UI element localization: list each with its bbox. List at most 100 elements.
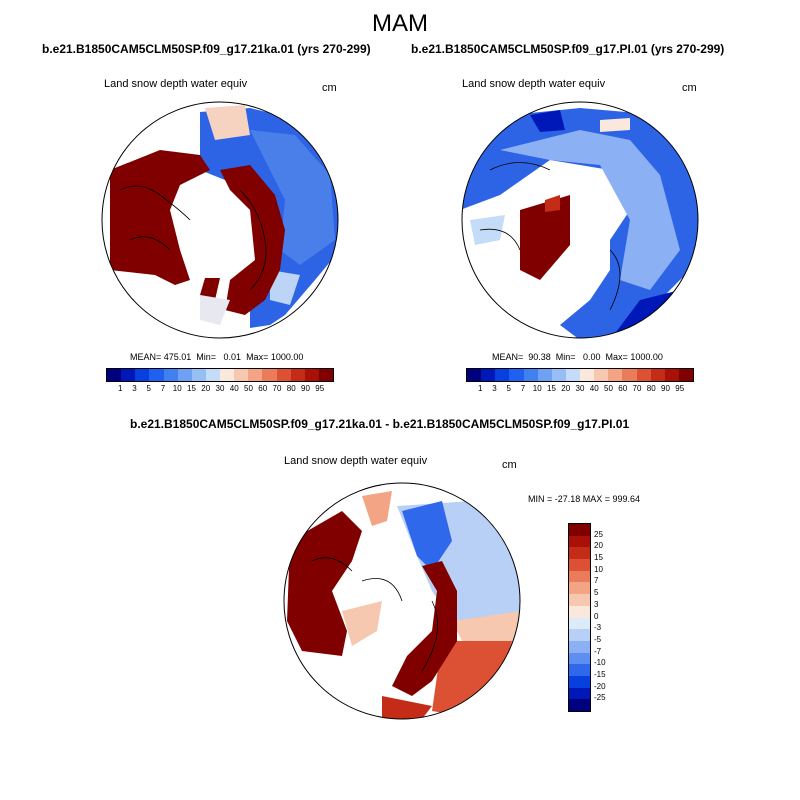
panel-2-colorbar-label: 90 [661, 384, 670, 393]
panel-1-colorbar-swatch [177, 369, 192, 381]
panel-1-colorbar-label: 95 [315, 384, 325, 393]
panel-1-colorbar-swatch [304, 369, 319, 381]
panel-1-colorbar-swatch [318, 369, 333, 381]
panel-1-colorbar-swatch [234, 369, 249, 381]
panel-1-colorbar-label: 70 [272, 384, 282, 393]
panel-3-colorbar-swatch [569, 605, 590, 618]
panel-1-colorbar-label: 15 [187, 384, 196, 393]
panel-3-colorbar-label: 0 [594, 611, 599, 621]
panel-1-title: b.e21.B1850CAM5CLM50SP.f09_g17.21ka.01 (… [42, 42, 371, 56]
panel-1-units: cm [322, 82, 337, 94]
panel-3-colorbar-label: 20 [594, 541, 603, 551]
panel-3-stats: MIN = -27.18 MAX = 999.64 [528, 494, 641, 504]
panel-2-colorbar-swatch [509, 369, 524, 381]
panel-2-colorbar-label: 95 [675, 384, 685, 393]
panel-2-colorbar-label: 1 [478, 384, 483, 393]
panel-1-colorbar [106, 368, 334, 382]
panel-2-colorbar-labels: 1 3 5 7 10 15 20 30 40 50 60 70 80 90 95 [466, 384, 694, 396]
panel-2-units: cm [682, 82, 697, 94]
panel-2-map [461, 101, 699, 339]
panel-2-colorbar-swatch [678, 369, 693, 381]
panel-1-colorbar-label: 1 [118, 384, 123, 393]
panel-3-colorbar-swatch [569, 675, 590, 688]
panel-1-colorbar-swatch [149, 369, 164, 381]
panel-3-colorbar-swatch [569, 524, 590, 536]
panel-1-colorbar-swatch [205, 369, 220, 381]
panel-3-colorbar-swatch [569, 629, 590, 641]
panel-1-colorbar-swatch [121, 369, 136, 381]
panel-1-map [101, 101, 339, 339]
figure-title: MAM [372, 10, 428, 37]
panel-2-colorbar-label: 10 [532, 384, 542, 393]
panel-3-colorbar-label: 25 [594, 529, 603, 539]
panel-2-colorbar-label: 80 [646, 384, 656, 393]
panel-2-colorbar-label: 70 [632, 384, 642, 393]
panel-2-colorbar-swatch [608, 369, 623, 381]
panel-1-colorbar-label: 5 [146, 384, 151, 393]
panel-1-colorbar-label: 7 [160, 384, 166, 393]
panel-2-colorbar-swatch [636, 369, 651, 381]
panel-1-colorbar-label: 50 [244, 384, 253, 393]
panel-2-colorbar-label: 15 [547, 384, 556, 393]
panel-2-colorbar-swatch [481, 369, 496, 381]
panel-1-colorbar-swatch [191, 369, 206, 381]
panel-3-colorbar-label: 7 [594, 576, 599, 586]
panel-3-colorbar-swatch [569, 535, 590, 548]
panel-3-colorbar-swatch [569, 652, 590, 665]
panel-2-colorbar-swatch [565, 369, 580, 381]
panel-2-colorbar [466, 368, 694, 382]
panel-2-variable: Land snow depth water equiv [462, 78, 606, 90]
panel-1-colorbar-label: 3 [132, 384, 137, 393]
panel-3-colorbar-swatch [569, 547, 590, 560]
panel-3-title: b.e21.B1850CAM5CLM50SP.f09_g17.21ka.01 -… [130, 417, 630, 431]
panel-3-variable: Land snow depth water equiv [284, 455, 428, 467]
panel-3-colorbar-swatch [569, 640, 590, 653]
panel-3-colorbar-label: -7 [594, 646, 602, 656]
panel-3-colorbar-label: -10 [594, 658, 606, 668]
panel-2-colorbar-swatch [523, 369, 538, 381]
panel-3-colorbar-label: -15 [594, 669, 606, 679]
panel-2-colorbar-swatch [594, 369, 609, 381]
panel-1-colorbar-labels: 1 3 5 7 10 15 20 30 40 50 60 70 80 90 95 [106, 384, 334, 396]
panel-1-colorbar-swatch [220, 369, 235, 381]
panel-3-colorbar-label: 3 [594, 599, 599, 609]
panel-1-colorbar-label: 10 [172, 384, 182, 393]
panel-3-units: cm [502, 459, 517, 471]
panel-1-colorbar-swatch [290, 369, 305, 381]
panel-2-colorbar-swatch [664, 369, 679, 381]
panel-1-colorbar-label: 60 [258, 384, 268, 393]
panel-3-colorbar-swatch [569, 594, 590, 606]
panel-2-colorbar-swatch [495, 369, 510, 381]
panel-3-colorbar-label: 10 [594, 564, 603, 574]
panel-2-colorbar-swatch [467, 369, 482, 381]
panel-1-colorbar-label: 20 [201, 384, 211, 393]
panel-1-colorbar-swatch [262, 369, 277, 381]
panel-3-colorbar-label: 5 [594, 588, 599, 598]
panel-3-map [283, 482, 521, 720]
panel-2-colorbar-label: 3 [492, 384, 497, 393]
panel-3-colorbar-labels: 25 20 15 10 7 5 3 0 -3 -5 -7 -10 -15 -20 -25 [594, 523, 624, 710]
panel-3-colorbar-label: -3 [594, 623, 602, 633]
panel-1-colorbar-swatch [107, 369, 122, 381]
panel-1-colorbar-swatch [135, 369, 150, 381]
panel-3-colorbar-swatch [569, 617, 590, 630]
panel-2-colorbar-swatch [580, 369, 595, 381]
panel-3-colorbar-swatch [569, 582, 590, 595]
panel-3-colorbar-label: -20 [594, 681, 606, 691]
panel-1-colorbar-swatch [248, 369, 263, 381]
panel-1-colorbar-swatch [163, 369, 178, 381]
panel-3-colorbar-label: -25 [594, 693, 606, 703]
panel-1-stats: MEAN= 475.01 Min= 0.01 Max= 1000.00 [130, 352, 304, 362]
panel-2-colorbar-label: 50 [604, 384, 613, 393]
panel-3-colorbar-swatch [569, 559, 590, 571]
panel-3-colorbar-swatch [569, 664, 590, 676]
panel-2-colorbar-label: 20 [561, 384, 571, 393]
panel-1-variable: Land snow depth water equiv [104, 78, 248, 90]
panel-2-colorbar-label: 7 [520, 384, 526, 393]
panel-2-colorbar-swatch [537, 369, 552, 381]
panel-1-colorbar-label: 80 [286, 384, 296, 393]
panel-2-colorbar-swatch [650, 369, 665, 381]
panel-2-colorbar-label: 5 [506, 384, 511, 393]
panel-3-colorbar-label: -5 [594, 634, 602, 644]
panel-2-title: b.e21.B1850CAM5CLM50SP.f09_g17.PI.01 (yr… [411, 42, 725, 56]
